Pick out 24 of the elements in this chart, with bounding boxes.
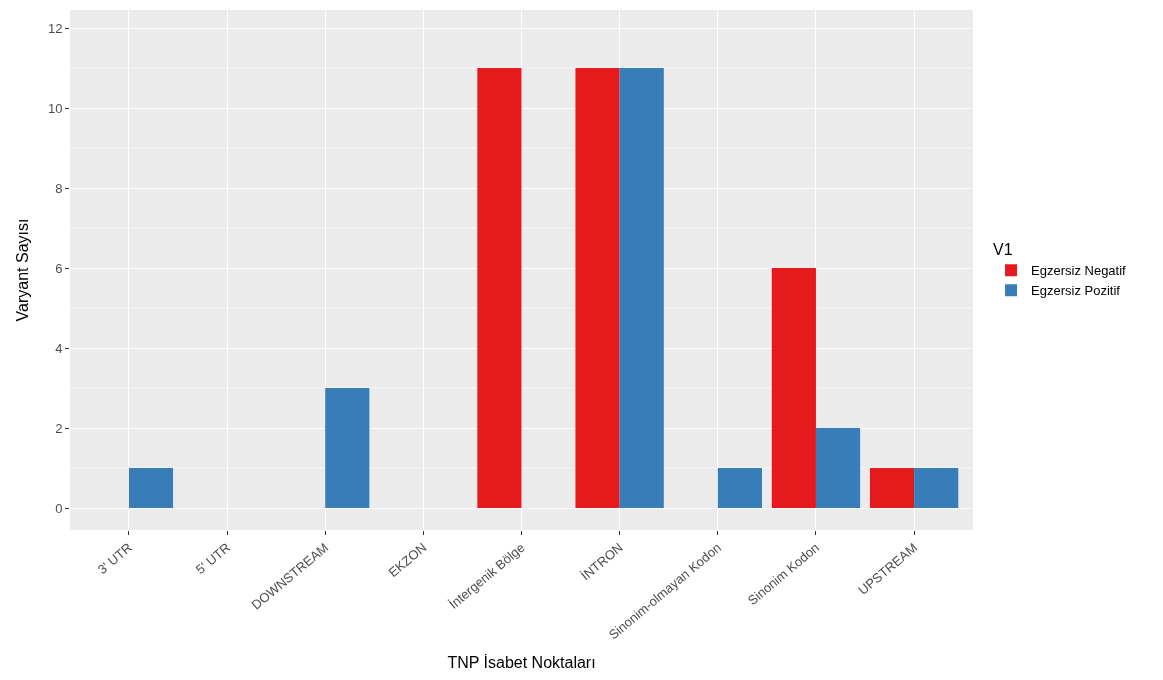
y-tick-label: 10: [47, 100, 63, 116]
bar: [771, 268, 816, 508]
bar: [914, 468, 959, 508]
y-axis-title: Varyant Sayısı: [13, 218, 31, 322]
bar: [619, 68, 664, 508]
y-tick-label: 4: [55, 340, 63, 356]
bar: [717, 468, 762, 508]
y-tick-label: 6: [55, 260, 63, 276]
x-tick-label: 5' UTR: [192, 539, 234, 578]
x-tick-label: 3' UTR: [94, 539, 135, 578]
y-tick-label: 0: [55, 500, 63, 516]
bar: [325, 388, 370, 508]
bar: [575, 68, 620, 508]
y-tick-label: 12: [47, 20, 63, 36]
bar: [815, 428, 861, 508]
legend-label: Egzersiz Pozitif: [1031, 283, 1121, 299]
bar: [477, 68, 522, 508]
bar: [128, 468, 174, 508]
y-tick-label: 2: [55, 420, 63, 436]
bar: [869, 468, 915, 508]
legend-title: V1: [993, 241, 1013, 259]
legend-label: Egzersiz Negatif: [1031, 263, 1127, 279]
x-axis-title: TNP İsabet Noktaları: [447, 653, 596, 672]
y-tick-label: 8: [55, 180, 63, 196]
